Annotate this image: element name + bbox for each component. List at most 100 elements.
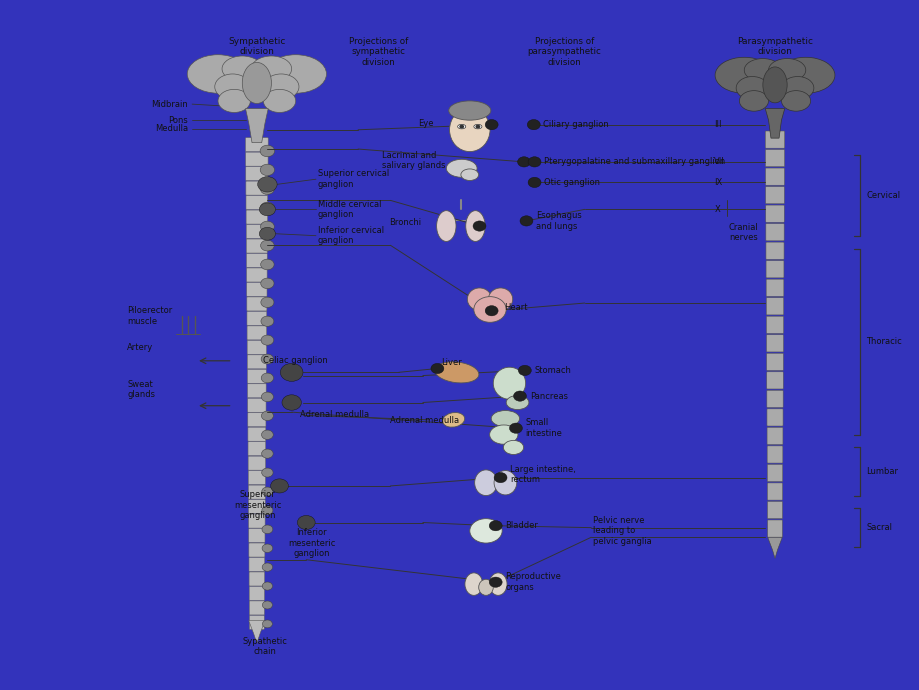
FancyBboxPatch shape [765,168,784,185]
Text: Projections of
parasympathetic
division: Projections of parasympathetic division [527,37,601,66]
Ellipse shape [735,77,767,99]
Text: Liver: Liver [441,357,461,366]
Polygon shape [245,108,268,143]
Circle shape [260,240,274,251]
FancyBboxPatch shape [765,131,784,148]
FancyBboxPatch shape [766,427,782,444]
FancyBboxPatch shape [246,224,267,239]
Circle shape [509,423,522,433]
Ellipse shape [464,573,482,595]
Circle shape [261,373,273,383]
Circle shape [260,278,274,288]
Ellipse shape [457,124,465,129]
FancyBboxPatch shape [246,268,267,282]
Text: Lacrimal and
salivary glands: Lacrimal and salivary glands [382,151,446,170]
FancyBboxPatch shape [247,398,266,412]
Text: Midbrain: Midbrain [151,99,187,108]
Circle shape [270,479,289,493]
Ellipse shape [488,288,512,310]
Circle shape [261,468,273,477]
Circle shape [484,119,497,130]
Text: Inferior cervical
ganglion: Inferior cervical ganglion [317,226,383,246]
Ellipse shape [478,580,493,595]
Circle shape [257,177,277,192]
Circle shape [262,620,272,628]
Circle shape [262,544,272,553]
FancyBboxPatch shape [249,615,264,629]
FancyBboxPatch shape [766,446,782,463]
Ellipse shape [493,367,525,400]
Circle shape [262,506,273,515]
Circle shape [260,221,274,232]
Text: Heart: Heart [504,303,527,312]
Circle shape [484,306,497,316]
Text: III: III [713,120,721,129]
Circle shape [475,125,480,128]
Circle shape [261,449,273,458]
Ellipse shape [449,108,490,152]
FancyBboxPatch shape [248,485,265,499]
Ellipse shape [214,74,250,99]
Text: Sacral: Sacral [866,523,891,532]
Circle shape [261,316,274,326]
Ellipse shape [467,288,491,310]
Circle shape [281,395,301,411]
Ellipse shape [491,411,519,426]
FancyBboxPatch shape [766,502,782,519]
Ellipse shape [448,101,491,120]
FancyBboxPatch shape [766,372,782,389]
FancyBboxPatch shape [765,205,783,222]
FancyBboxPatch shape [247,355,267,369]
Text: Cervical: Cervical [866,191,900,200]
FancyBboxPatch shape [249,586,265,600]
FancyBboxPatch shape [766,353,783,371]
Ellipse shape [767,59,805,81]
FancyBboxPatch shape [766,408,782,426]
Text: Superior
mesenteric
ganglion: Superior mesenteric ganglion [233,491,281,520]
Circle shape [261,297,274,308]
Ellipse shape [460,169,478,181]
Text: Pancreas: Pancreas [529,392,567,401]
Circle shape [261,430,273,440]
FancyBboxPatch shape [248,456,266,470]
Text: Inferior
mesenteric
ganglion: Inferior mesenteric ganglion [288,528,335,558]
FancyBboxPatch shape [249,543,265,557]
Text: Pons: Pons [168,116,187,125]
Circle shape [528,177,540,188]
Text: Stomach: Stomach [534,366,571,375]
Text: Bladder: Bladder [505,521,538,530]
Ellipse shape [218,90,250,112]
Text: Middle cervical
ganglion: Middle cervical ganglion [317,199,380,219]
Circle shape [262,582,272,590]
Text: Cranial
nerves: Cranial nerves [728,223,758,242]
Ellipse shape [446,159,477,177]
FancyBboxPatch shape [766,391,782,408]
FancyBboxPatch shape [248,514,265,528]
Ellipse shape [473,297,505,322]
Polygon shape [248,621,265,643]
Circle shape [260,202,274,213]
FancyBboxPatch shape [766,483,782,500]
Text: Adrenal medulla: Adrenal medulla [300,410,369,419]
FancyBboxPatch shape [247,384,266,398]
FancyBboxPatch shape [766,520,781,537]
FancyBboxPatch shape [245,138,268,152]
Ellipse shape [739,90,767,111]
Text: Artery: Artery [127,344,153,353]
FancyBboxPatch shape [248,471,266,484]
Text: Projections of
sympathetic
division: Projections of sympathetic division [348,37,407,66]
Circle shape [519,216,532,226]
Circle shape [494,473,506,483]
Text: Esophagus
and lungs: Esophagus and lungs [536,211,582,230]
Text: Sweat
glands: Sweat glands [127,380,155,400]
FancyBboxPatch shape [245,152,267,166]
Ellipse shape [776,57,834,93]
Ellipse shape [465,210,484,241]
FancyBboxPatch shape [247,326,267,340]
Ellipse shape [473,124,482,129]
Ellipse shape [494,471,516,495]
Ellipse shape [435,362,479,383]
FancyBboxPatch shape [249,572,265,586]
Circle shape [527,119,539,130]
Ellipse shape [743,59,780,81]
